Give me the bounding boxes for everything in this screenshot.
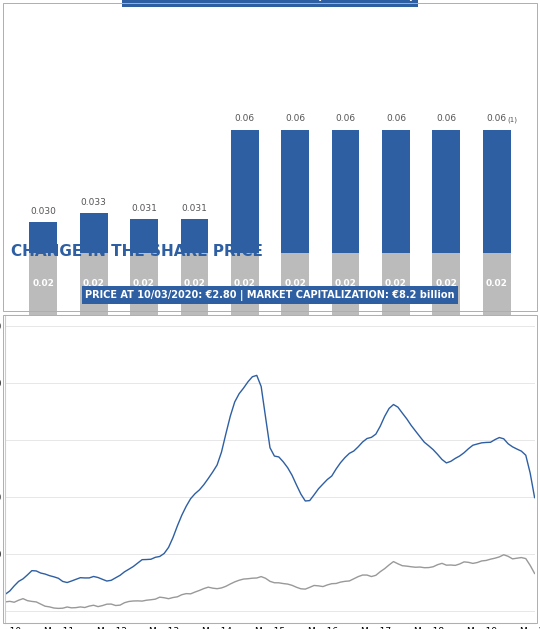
Bolloré	[126, 565, 132, 573]
Bar	[30, 253, 57, 314]
Text: 0.02: 0.02	[335, 279, 356, 288]
Indexed SBF 120	[55, 604, 62, 612]
Text: 0.02: 0.02	[435, 279, 457, 288]
Bar	[180, 219, 208, 253]
Text: 0.02: 0.02	[133, 279, 155, 288]
Text: 0.02: 0.02	[385, 279, 407, 288]
Bar	[433, 253, 460, 314]
Text: (1): (1)	[508, 117, 518, 123]
Indexed SBF 120	[130, 597, 137, 604]
Bar	[130, 253, 158, 314]
Bar	[433, 130, 460, 253]
Indexed SBF 120	[232, 578, 238, 586]
Bar	[382, 253, 410, 314]
Text: CHANGE IN THE SHARE PRICE: CHANGE IN THE SHARE PRICE	[11, 244, 262, 259]
Indexed SBF 120	[505, 552, 511, 560]
Bar	[130, 219, 158, 253]
Bolloré	[338, 459, 344, 467]
Bar	[332, 253, 360, 314]
Legend: Interim dividend (per share), Total dividend (per share): Interim dividend (per share), Total divi…	[125, 362, 415, 378]
Text: 0.06: 0.06	[436, 114, 456, 123]
Bar	[80, 213, 107, 253]
Bar	[281, 130, 309, 253]
Bolloré	[364, 435, 370, 442]
Line: Indexed SBF 120: Indexed SBF 120	[5, 555, 535, 608]
Bar	[281, 253, 309, 314]
Bolloré	[227, 413, 234, 420]
Bar	[180, 253, 208, 314]
Bar	[483, 130, 510, 253]
Text: 0.02: 0.02	[284, 279, 306, 288]
Text: 0.06: 0.06	[487, 114, 507, 123]
Bolloré	[501, 435, 507, 443]
Text: CHANGE IN DIVIDENDS PAID (€ PER SHARE): CHANGE IN DIVIDENDS PAID (€ PER SHARE)	[126, 0, 414, 3]
Bolloré	[2, 591, 9, 598]
Indexed SBF 120	[2, 598, 9, 606]
Text: 0.06: 0.06	[386, 114, 406, 123]
Text: 0.02: 0.02	[184, 279, 205, 288]
Text: 0.06: 0.06	[285, 114, 305, 123]
Bar	[231, 130, 259, 253]
Text: PRICE AT 10/03/2020: €2.80 | MARKET CAPITALIZATION: €8.2 billion: PRICE AT 10/03/2020: €2.80 | MARKET CAPI…	[85, 289, 455, 301]
Text: 0.033: 0.033	[81, 198, 106, 206]
Text: 0.031: 0.031	[131, 204, 157, 213]
Text: 0.06: 0.06	[235, 114, 255, 123]
Indexed SBF 120	[531, 570, 538, 577]
Text: 0.02: 0.02	[32, 279, 54, 288]
Bar	[30, 222, 57, 253]
Line: Bolloré: Bolloré	[5, 376, 535, 594]
Bar	[231, 253, 259, 314]
Indexed SBF 120	[364, 571, 370, 579]
Bar	[483, 253, 510, 314]
Bar	[332, 130, 360, 253]
Text: 0.030: 0.030	[30, 207, 56, 216]
Indexed SBF 120	[338, 578, 344, 586]
Text: 0.06: 0.06	[335, 114, 356, 123]
Indexed SBF 120	[501, 551, 507, 559]
Bolloré	[531, 494, 538, 501]
Bar	[382, 130, 410, 253]
Bolloré	[254, 372, 260, 379]
Bar	[80, 253, 107, 314]
Bolloré	[55, 574, 62, 582]
Text: 0.02: 0.02	[83, 279, 105, 288]
Indexed SBF 120	[59, 604, 66, 612]
Text: 0.02: 0.02	[486, 279, 508, 288]
Text: 0.02: 0.02	[234, 279, 256, 288]
Text: 0.031: 0.031	[181, 204, 207, 213]
